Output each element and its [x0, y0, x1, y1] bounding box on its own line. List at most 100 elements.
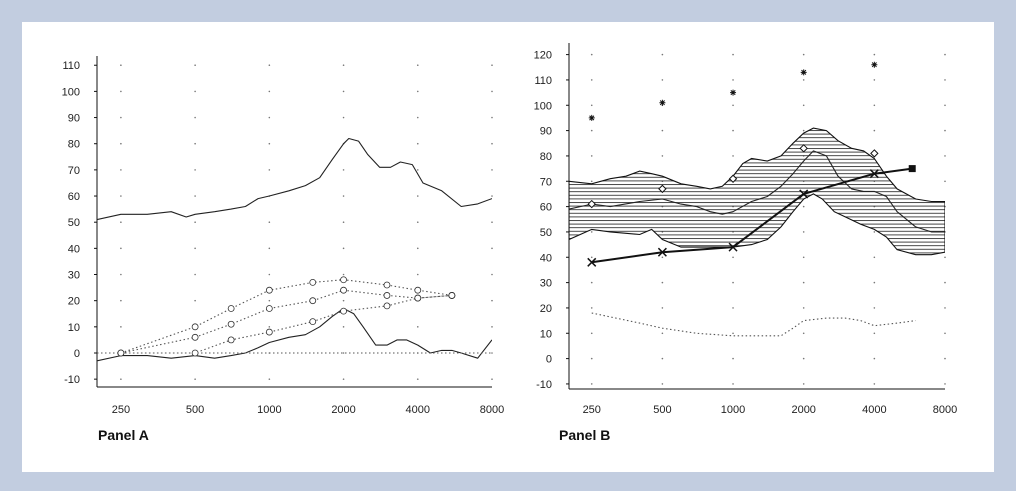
x-tick-label: 500	[186, 404, 204, 416]
x-tick-label: 1000	[721, 404, 745, 416]
grid-dot	[802, 383, 805, 385]
grid-dot	[120, 221, 122, 223]
grid-dot	[661, 256, 664, 259]
data-point	[227, 320, 235, 328]
y-tick-label: 120	[534, 50, 552, 62]
grid-dot	[268, 247, 271, 250]
grid-dot	[194, 299, 196, 302]
grid-dot	[416, 64, 419, 67]
data-point-x	[657, 247, 667, 257]
grid-dot	[416, 169, 419, 171]
grid-dot	[590, 53, 593, 56]
y-tick-label: 40	[540, 252, 552, 264]
grid-dot	[491, 273, 493, 276]
grid-dot	[268, 221, 271, 223]
grid-dot	[732, 104, 734, 107]
data-point-diamond	[658, 184, 667, 194]
data-point	[191, 349, 199, 357]
grid-dot	[944, 332, 946, 335]
y-tick-label: 90	[68, 113, 80, 125]
y-tick-label: 110	[62, 60, 80, 72]
grid-dot	[873, 383, 876, 385]
grid-dot	[661, 332, 664, 335]
grid-dot	[661, 383, 664, 385]
grid-dot	[194, 116, 196, 119]
y-tick-label: -10	[64, 374, 80, 386]
data-point-asterisk	[871, 61, 878, 68]
grid-dot	[732, 256, 734, 259]
grid-dot	[873, 79, 876, 81]
series-line-0	[569, 150, 945, 233]
grid-dot	[268, 142, 271, 145]
grid-dot	[416, 142, 419, 145]
panel-a-label: Panel A	[98, 427, 149, 443]
grid-dot	[802, 231, 805, 233]
panel-a: -10 0 10 20 30 40 50 60 70 80 90 100 110 250 500 1000 20…	[62, 56, 504, 416]
data-point	[309, 318, 317, 326]
grid-dot	[873, 357, 876, 360]
grid-dot	[873, 129, 876, 132]
data-point	[414, 286, 422, 294]
grid-dot	[590, 155, 593, 157]
grid-dot	[120, 116, 122, 119]
data-point-asterisk	[588, 114, 595, 121]
x-tick-label: 8000	[933, 404, 957, 416]
x-tick-label: 8000	[480, 404, 504, 416]
y-tick-label: 100	[62, 86, 80, 98]
grid-dot	[194, 90, 196, 93]
data-point	[309, 297, 317, 305]
y-tick-label: 60	[68, 191, 80, 203]
data-point	[191, 333, 199, 341]
y-tick-label: 70	[68, 165, 80, 177]
grid-dot	[491, 90, 493, 93]
grid-dot	[416, 195, 419, 197]
grid-dot	[944, 155, 946, 157]
grid-dot	[416, 326, 419, 328]
grid-dot	[194, 195, 196, 197]
grid-dot	[342, 90, 345, 93]
data-point-diamond	[728, 174, 738, 183]
grid-dot	[491, 169, 493, 171]
grid-dot	[944, 383, 946, 385]
grid-dot	[416, 247, 419, 250]
grid-dot	[342, 352, 345, 354]
grid-dot	[944, 180, 946, 183]
grid-dot	[342, 64, 345, 67]
y-tick-label: 50	[68, 217, 80, 229]
y-tick-label: 20	[68, 296, 80, 308]
grid-dot	[194, 169, 196, 171]
data-point	[265, 286, 273, 294]
data-point-square	[908, 165, 916, 173]
grid-dot	[944, 104, 946, 107]
data-point-diamond	[587, 199, 596, 209]
grid-dot	[661, 307, 664, 309]
grid-dot	[342, 247, 345, 250]
grid-dot	[120, 169, 122, 171]
grid-dot	[268, 378, 271, 380]
grid-dot	[491, 247, 493, 250]
grid-dot	[802, 79, 805, 81]
grid-dot	[732, 129, 734, 132]
x-tick-label: 500	[653, 404, 671, 416]
y-tick-label: 50	[540, 227, 552, 239]
series-line-4	[120, 294, 452, 354]
grid-dot	[491, 195, 493, 197]
plot-area	[97, 137, 492, 362]
grid-dot	[732, 357, 734, 360]
grid-dot	[661, 129, 664, 132]
grid-dot	[590, 104, 593, 107]
y-tick-label: 40	[68, 243, 80, 255]
series-line-1	[97, 307, 492, 362]
grid-dot	[944, 281, 946, 284]
series-line-1	[591, 167, 913, 264]
grid-dot	[120, 273, 122, 276]
figure-frame: -10 0 10 20 30 40 50 60 70 80 90 100 110 250 500 1000 20…	[22, 22, 994, 472]
y-tick-label: 0	[546, 354, 552, 366]
grid-dot	[873, 231, 876, 233]
y-tick-label: 110	[534, 75, 552, 87]
y-tick-label: 70	[540, 176, 552, 188]
grid-dot	[194, 142, 196, 145]
grid-dot	[944, 357, 946, 360]
grid-dot	[802, 104, 805, 107]
grid-dot	[120, 64, 122, 67]
